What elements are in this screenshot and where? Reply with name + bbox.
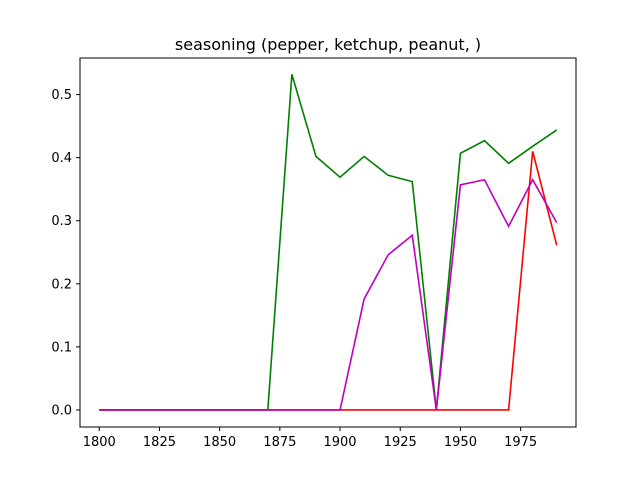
chart-title: seasoning (pepper, ketchup, peanut, ) [175,35,481,54]
y-tick-label: 0.4 [51,151,72,166]
x-tick-label: 1975 [504,435,537,450]
x-tick-label: 1850 [203,435,236,450]
x-tick-label: 1900 [323,435,356,450]
y-tick-label: 0.0 [51,403,72,418]
axes-layer: 1800 1825 1850 1875 1900 1925 1950 1975 0.0 0.1 0.… [51,57,577,450]
x-tick-label: 1925 [384,435,417,450]
y-tick-label: 0.3 [51,214,72,229]
series-layer [99,74,558,411]
y-tick-label: 0.5 [51,88,72,103]
x-tick-label: 1800 [83,435,116,450]
plot-frame [79,57,577,428]
x-tick-label: 1950 [444,435,477,450]
y-tick-label: 0.2 [51,277,72,292]
x-tick-label: 1825 [143,435,176,450]
series-line-3 [99,178,558,411]
x-tick-label: 1875 [263,435,296,450]
y-tick-label: 0.1 [51,340,72,355]
